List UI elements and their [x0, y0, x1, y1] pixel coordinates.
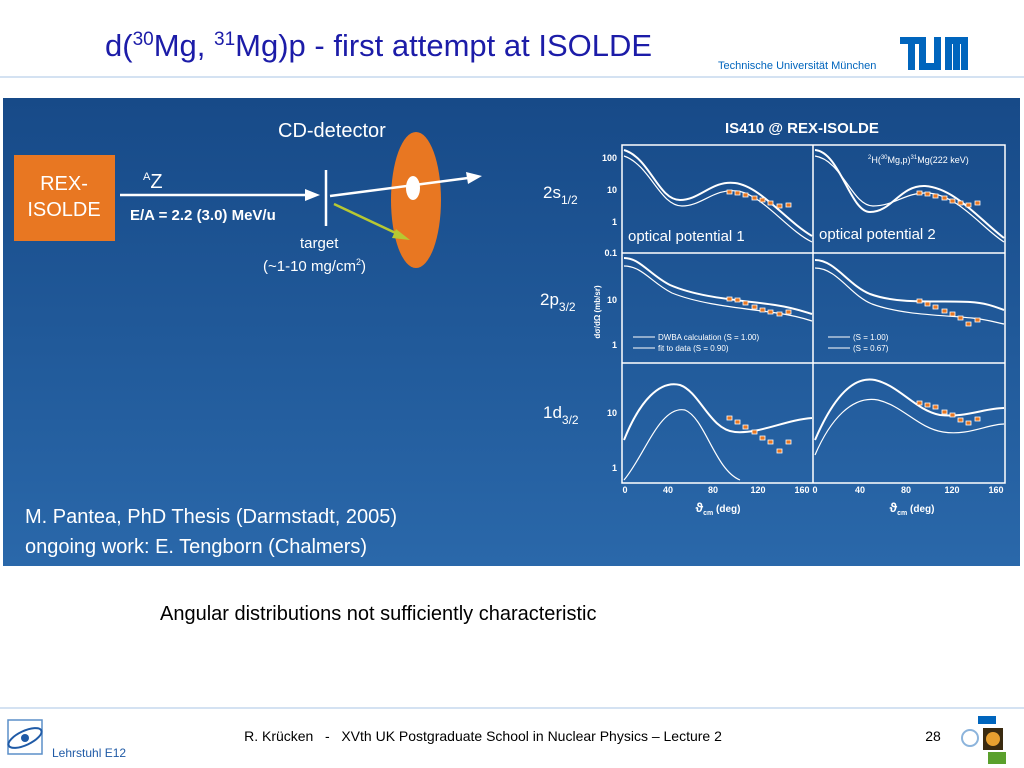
data-points [726, 189, 981, 454]
data-point [916, 298, 981, 327]
curve [814, 149, 1005, 239]
curve [623, 155, 813, 243]
y-tick-label: 100 [602, 153, 617, 163]
y-tick-label: 10 [607, 185, 617, 195]
panel-label: optical potential 2 [819, 226, 936, 243]
partner-logos [961, 716, 1006, 764]
slide-title: d(30Mg, 31Mg)p - first attempt at ISOLDE [105, 28, 652, 63]
x-tick-label: 40 [663, 485, 673, 495]
plot-title: IS410 @ REX-ISOLDE [725, 120, 879, 137]
x-axis-label: ϑcm (deg) [696, 500, 741, 517]
y-tick-label: 1 [612, 217, 617, 227]
y-tick-label: 0.1 [604, 248, 617, 258]
chair-logo [7, 719, 43, 755]
y-tick-labels: 100 10 1 0.1 10 1 10 1 [602, 153, 617, 473]
curve [623, 409, 741, 481]
target-label: target [300, 235, 339, 252]
curve [623, 383, 813, 441]
legend: DWBA calculation (S = 1.00) fit to data … [633, 333, 889, 353]
y-tick-label: 10 [607, 295, 617, 305]
angular-distribution-plot: IS410 @ REX-ISOLDE 2H(30Mg,p)31Mg(222 ke… [540, 120, 1006, 517]
arrow-head [466, 172, 482, 184]
x-tick-label: 0 [812, 485, 817, 495]
tum-logo [900, 37, 968, 70]
data-point [916, 190, 981, 208]
state-label: 2p3/2 [540, 290, 576, 314]
curve [623, 149, 813, 237]
x-tick-label: 160 [988, 485, 1003, 495]
beam-label: AZ [143, 171, 163, 193]
x-tick-labels: 0 40 80 120 160 0 40 80 120 160 [622, 485, 1003, 495]
page-number: 28 [925, 728, 941, 744]
credit: ongoing work: E. Tengborn (Chalmers) [25, 536, 367, 558]
curve [814, 155, 1005, 243]
curve [814, 259, 1005, 311]
legend-entry: DWBA calculation (S = 1.00) [658, 333, 759, 342]
curve [623, 257, 813, 315]
y-axis-label: dσ/dΩ (mb/sr) [593, 285, 602, 339]
curve [814, 267, 1005, 325]
source-label: ISOLDE [27, 199, 100, 221]
source-label: REX- [40, 173, 88, 195]
ejectile-arrow [329, 176, 469, 198]
x-tick-label: 120 [750, 485, 765, 495]
legend-entry: (S = 0.67) [853, 344, 889, 353]
proton-arrow [333, 202, 403, 238]
data-point [726, 296, 792, 317]
y-tick-label: 10 [607, 408, 617, 418]
x-tick-label: 120 [944, 485, 959, 495]
arrow-head [392, 229, 410, 240]
panel-label: optical potential 1 [628, 228, 745, 245]
legend-entry: fit to data (S = 0.90) [658, 344, 729, 353]
x-tick-label: 40 [855, 485, 865, 495]
detector-hole [406, 176, 420, 200]
data-point [726, 189, 792, 209]
curve [814, 378, 1005, 441]
figure-panel [3, 98, 1020, 566]
reaction-label: 2H(30Mg,p)31Mg(222 keV) [868, 155, 969, 165]
x-tick-label: 160 [794, 485, 809, 495]
rex-isolde-box [14, 155, 115, 241]
arrow-head [305, 189, 320, 201]
x-tick-label: 80 [901, 485, 911, 495]
cd-detector [391, 132, 441, 268]
state-label: 2s1/2 [543, 183, 578, 207]
curve [814, 398, 1005, 456]
target-thickness: (~1-10 mg/cm2) [263, 257, 366, 275]
y-tick-label: 1 [612, 463, 617, 473]
data-point [726, 415, 792, 454]
x-tick-label: 80 [708, 485, 718, 495]
curve [623, 265, 813, 322]
x-axis-label: ϑcm (deg) [890, 500, 935, 517]
credit: M. Pantea, PhD Thesis (Darmstadt, 2005) [25, 506, 397, 528]
chair-name: Lehrstuhl E12 [52, 746, 126, 760]
legend-entry: (S = 1.00) [853, 333, 889, 342]
footer-text: R. Krücken - XVth UK Postgraduate School… [244, 728, 722, 744]
data-point [916, 400, 981, 426]
institution: Technische Universität München [718, 60, 876, 72]
beam-energy: E/A = 2.2 (3.0) MeV/u [130, 207, 276, 224]
caption: Angular distributions not sufficiently c… [160, 603, 597, 625]
detector-label: CD-detector [278, 120, 386, 142]
setup-diagram: REX- ISOLDE AZ E/A = 2.2 (3.0) MeV/u CD-… [14, 120, 482, 275]
theory-curves [623, 149, 1005, 481]
x-tick-label: 0 [622, 485, 627, 495]
state-label: 1d3/2 [543, 403, 579, 427]
y-tick-label: 1 [612, 340, 617, 350]
